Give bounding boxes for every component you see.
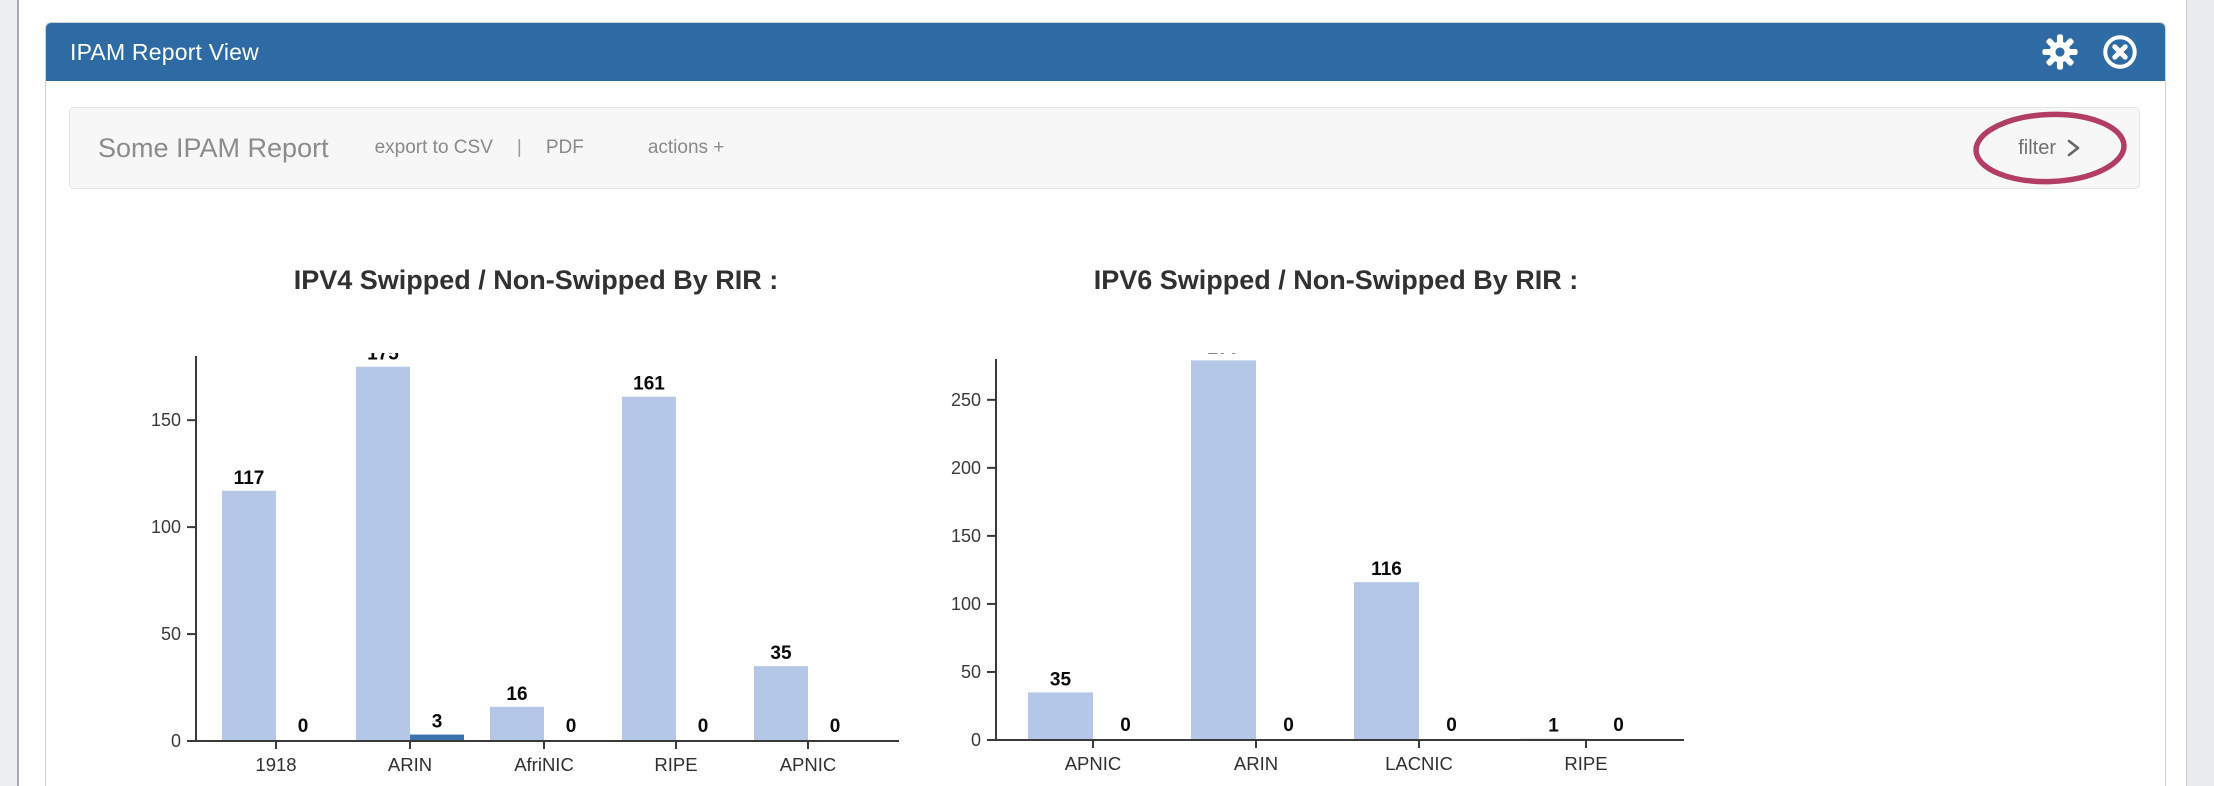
bar-segment xyxy=(622,396,676,741)
bar-segment xyxy=(1354,582,1419,740)
value-label: 116 xyxy=(1371,559,1402,580)
y-tick-label: 150 xyxy=(951,526,981,546)
y-tick-label: 50 xyxy=(161,624,181,644)
value-label: 0 xyxy=(830,716,841,737)
bar-segment xyxy=(1191,360,1256,740)
ipv4-bar-chart: 117 0 175 3 16 0 161 0 35 0 0 50 100 150 1918 ARIN AfriN… xyxy=(151,353,899,775)
bar-segment xyxy=(1028,692,1093,740)
report-title: Some IPAM Report xyxy=(98,132,329,163)
window-header-icons xyxy=(2041,33,2139,71)
x-category-label: APNIC xyxy=(1065,753,1122,774)
y-tick-label: 200 xyxy=(951,458,981,478)
y-tick-label: 150 xyxy=(151,410,181,430)
page-left-gutter xyxy=(0,0,19,786)
ipv4-chart-title: IPV4 Swipped / Non-Swipped By RIR : xyxy=(293,265,779,295)
value-label: 175 xyxy=(367,353,399,365)
report-toolbar: Some IPAM Report export to CSV | PDF act… xyxy=(69,107,2140,189)
x-category-label: LACNIC xyxy=(1385,753,1453,774)
x-category-label: AfriNIC xyxy=(514,754,574,775)
value-label: 117 xyxy=(234,468,265,489)
x-category-label: APNIC xyxy=(780,754,837,775)
x-category-label: RIPE xyxy=(654,754,697,775)
x-category-label: ARIN xyxy=(1234,753,1278,774)
page-right-gutter xyxy=(2186,0,2214,786)
value-label: 279 xyxy=(1208,353,1240,358)
y-tick-label: 100 xyxy=(151,517,181,537)
value-label: 0 xyxy=(566,716,577,737)
value-label: 0 xyxy=(1446,715,1457,736)
value-label: 35 xyxy=(770,643,792,664)
toolbar-separator: | xyxy=(516,137,522,158)
value-label: 16 xyxy=(506,684,527,705)
value-label: 1 xyxy=(1548,716,1559,737)
bar-segment xyxy=(410,734,464,741)
value-label: 35 xyxy=(1050,669,1072,690)
value-label: 0 xyxy=(1613,715,1624,736)
y-tick-label: 50 xyxy=(961,662,981,682)
y-tick-label: 0 xyxy=(971,730,981,750)
bar-segment xyxy=(490,706,544,741)
window-header: IPAM Report View xyxy=(46,23,2165,81)
bar-segment xyxy=(754,666,808,741)
chevron-right-icon xyxy=(2067,139,2080,157)
value-label: 0 xyxy=(1120,715,1131,736)
y-tick-label: 100 xyxy=(951,594,981,614)
export-pdf-link[interactable]: PDF xyxy=(545,137,584,158)
actions-menu-button[interactable]: actions + xyxy=(647,137,725,158)
window-title: IPAM Report View xyxy=(70,38,259,65)
value-label: 0 xyxy=(1283,715,1294,736)
ipv6-chart-title: IPV6 Swipped / Non-Swipped By RIR : xyxy=(1093,265,1579,295)
x-category-label: ARIN xyxy=(388,754,432,775)
close-icon[interactable] xyxy=(2101,33,2139,71)
export-csv-link[interactable]: export to CSV xyxy=(374,137,493,158)
value-label: 161 xyxy=(633,374,665,395)
y-tick-label: 250 xyxy=(951,390,981,410)
filter-label: filter xyxy=(2018,136,2056,159)
value-label: 3 xyxy=(432,712,443,733)
value-label: 0 xyxy=(298,716,309,737)
bar-segment xyxy=(356,366,410,741)
ipam-report-window: IPAM Report View xyxy=(45,22,2166,786)
gear-icon[interactable] xyxy=(2041,33,2079,71)
x-category-label: 1918 xyxy=(255,754,296,775)
bar-segment xyxy=(222,490,276,741)
filter-toggle[interactable]: filter xyxy=(1972,111,2127,185)
y-tick-label: 0 xyxy=(171,731,181,751)
value-label: 0 xyxy=(698,716,709,737)
ipv6-bar-chart: 3502790116010050100150200250APNICARINLAC… xyxy=(951,353,1684,774)
x-category-label: RIPE xyxy=(1564,753,1607,774)
